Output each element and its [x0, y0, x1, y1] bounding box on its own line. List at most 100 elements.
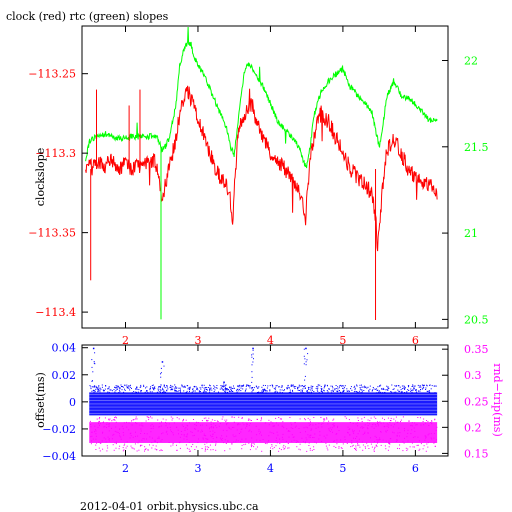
- offset-outlier: [306, 359, 308, 361]
- rnd-trip-point: [333, 440, 335, 442]
- rnd-trip-point: [257, 446, 258, 448]
- offset-point: [379, 385, 381, 387]
- rnd-trip-point: [150, 431, 152, 433]
- offset-point: [253, 387, 255, 389]
- rnd-trip-point: [388, 424, 390, 426]
- rnd-trip-point: [224, 439, 226, 441]
- offset-point: [242, 388, 244, 390]
- rnd-trip-point: [154, 439, 156, 441]
- rnd-trip-point: [102, 432, 103, 434]
- rnd-trip-point: [231, 442, 233, 444]
- offset-point: [121, 386, 122, 387]
- rnd-trip-point: [410, 425, 412, 427]
- offset-point: [174, 384, 176, 386]
- offset-point: [399, 390, 401, 392]
- offset-point: [97, 390, 99, 392]
- offset-point: [119, 391, 121, 393]
- offset-point: [133, 391, 135, 392]
- rnd-trip-point: [230, 428, 232, 430]
- offset-point: [307, 390, 308, 392]
- rnd-trip-point: [309, 434, 311, 436]
- offset-point: [166, 390, 168, 392]
- offset-outlier: [223, 381, 225, 383]
- offset-point: [276, 391, 278, 393]
- offset-point: [334, 389, 336, 391]
- rnd-trip-point: [123, 444, 125, 446]
- rnd-trip-point: [396, 421, 398, 423]
- rnd-trip-point: [192, 435, 194, 437]
- rnd-trip-point: [425, 437, 427, 439]
- rnd-trip-point: [380, 422, 382, 424]
- rnd-trip-point: [292, 436, 294, 438]
- offset-outlier: [160, 391, 161, 393]
- rnd-trip-point: [324, 419, 326, 421]
- offset-point: [366, 387, 368, 389]
- x-tick-label: 2: [122, 462, 129, 475]
- rnd-trip-point: [411, 422, 413, 424]
- offset-point: [361, 384, 362, 386]
- rnd-trip-point: [139, 445, 141, 447]
- rnd-trip-point: [357, 443, 359, 445]
- rnd-trip-point: [124, 443, 126, 445]
- rnd-trip-point: [181, 424, 183, 426]
- offset-point: [103, 390, 105, 391]
- rnd-trip-point: [299, 431, 301, 433]
- offset-point: [317, 386, 319, 388]
- rnd-trip-point: [201, 420, 203, 422]
- rnd-trip-point: [176, 449, 178, 451]
- offset-point: [425, 387, 427, 389]
- rnd-trip-point: [172, 432, 174, 434]
- rnd-trip-point: [141, 422, 143, 424]
- rnd-trip-point: [115, 426, 117, 428]
- offset-outlier: [305, 361, 307, 363]
- rnd-trip-point: [107, 436, 109, 438]
- offset-point: [146, 390, 148, 392]
- offset-point: [189, 387, 191, 389]
- x-tick-label: 6: [412, 462, 419, 475]
- rnd-trip-point: [241, 418, 243, 419]
- rnd-trip-point: [178, 418, 180, 420]
- rnd-trip-point: [120, 438, 122, 440]
- rnd-trip-point: [307, 427, 309, 429]
- offset-point: [398, 385, 399, 387]
- rnd-trip-point: [150, 425, 152, 427]
- rnd-trip-point: [308, 445, 310, 446]
- rnd-trip-point: [353, 430, 355, 432]
- offset-point: [200, 388, 202, 390]
- rnd-trip-point: [151, 437, 153, 439]
- offset-point: [380, 384, 382, 386]
- offset-point: [269, 389, 271, 391]
- rnd-trip-point: [398, 448, 400, 450]
- offset-point: [308, 388, 310, 390]
- rnd-trip-point: [147, 416, 149, 418]
- offset-point: [342, 387, 344, 389]
- offset-point: [426, 385, 428, 387]
- rnd-trip-point: [135, 416, 137, 418]
- rnd-trip-point: [309, 419, 311, 421]
- offset-point: [311, 389, 313, 391]
- rnd-trip-point: [95, 430, 97, 432]
- rnd-trip-point: [95, 433, 97, 435]
- rnd-trip-point: [377, 442, 378, 444]
- offset-point: [353, 391, 355, 393]
- rnd-trip-point: [434, 445, 436, 447]
- offset-outlier: [160, 372, 162, 374]
- offset-point: [281, 385, 283, 387]
- rnd-trip-point: [390, 424, 392, 426]
- rnd-trip-point: [90, 424, 92, 425]
- rnd-trip-point: [176, 444, 177, 446]
- rnd-trip-point: [390, 420, 392, 422]
- offset-point: [317, 384, 319, 386]
- offset-point: [316, 386, 318, 388]
- rnd-trip-point: [412, 436, 414, 438]
- rnd-trip-point: [309, 447, 311, 449]
- offset-point: [131, 392, 133, 394]
- offset-point: [324, 386, 326, 388]
- y-right-axis-label: rnd−trip(ms): [491, 363, 504, 437]
- offset-point: [204, 387, 206, 389]
- rnd-trip-point: [226, 430, 228, 432]
- offset-point: [275, 387, 277, 389]
- rnd-trip-point: [373, 427, 375, 429]
- rnd-trip-point: [299, 443, 301, 445]
- rnd-trip-point: [153, 425, 154, 427]
